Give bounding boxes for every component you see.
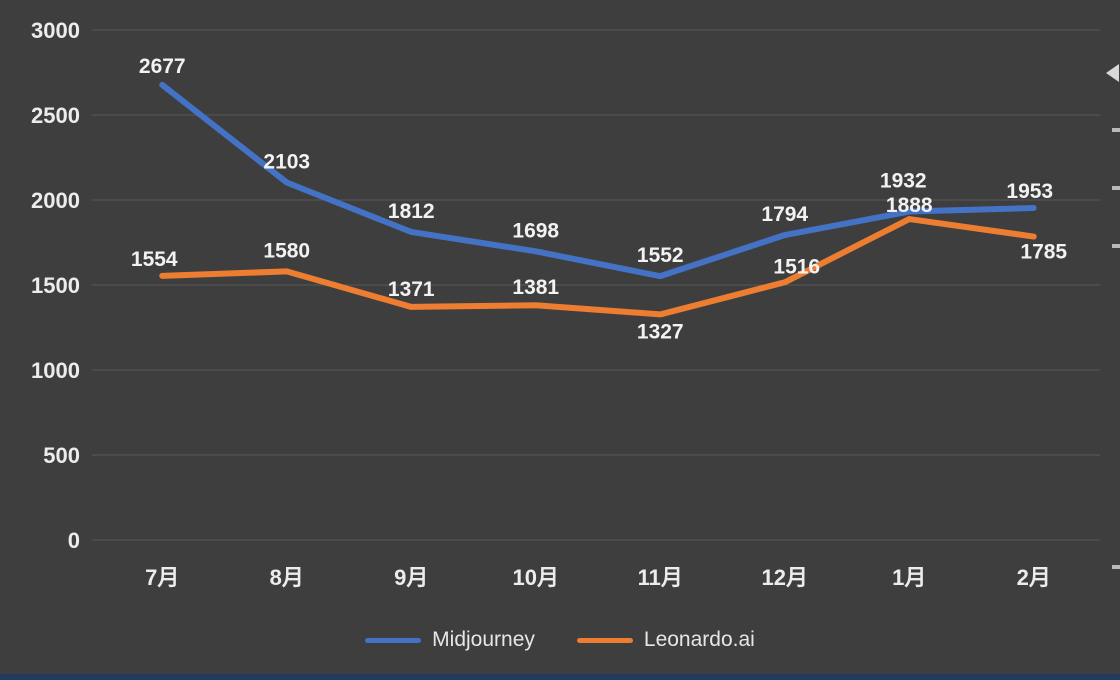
bottom-edge-strip	[0, 674, 1120, 680]
series-line-leonardo-ai	[159, 216, 1037, 318]
x-axis-category-label: 11月	[638, 565, 683, 590]
data-label: 1554	[131, 248, 178, 271]
data-label: 1552	[637, 244, 684, 267]
data-label: 1516	[773, 255, 820, 278]
data-label: 1698	[512, 219, 559, 242]
data-label: 1812	[388, 200, 435, 223]
x-axis-category-label: 8月	[270, 565, 304, 590]
legend-swatch-midjourney	[365, 637, 422, 643]
y-axis-tick-label: 0	[68, 528, 80, 553]
y-axis-tick-label: 2000	[31, 188, 80, 213]
x-axis-category-label: 9月	[394, 565, 428, 590]
x-axis-category-label: 2月	[1017, 565, 1051, 590]
y-axis-tick-label: 2500	[31, 103, 80, 128]
x-axis-category-label: 12月	[762, 565, 808, 590]
data-label: 1381	[512, 276, 559, 299]
data-label: 2103	[263, 150, 310, 173]
legend-swatch-leonardo-ai	[576, 637, 633, 643]
data-label: 1371	[388, 278, 435, 301]
data-label: 1888	[886, 194, 933, 217]
legend-label: Midjourney	[432, 628, 535, 651]
left-arrow-icon	[1106, 64, 1119, 82]
edge-dash	[1112, 244, 1120, 248]
edge-dash	[1112, 565, 1120, 569]
legend-item-midjourney: Midjourney	[365, 628, 535, 652]
x-axis-category-label: 10月	[513, 565, 559, 590]
y-axis-tick-label: 1000	[31, 358, 80, 383]
series-line-midjourney	[159, 81, 1037, 280]
data-label: 2677	[139, 55, 186, 78]
data-label: 1580	[263, 239, 310, 262]
data-label: 1794	[761, 203, 808, 226]
data-label: 1932	[880, 170, 927, 193]
data-label: 1953	[1006, 180, 1053, 203]
legend-item-leonardo-ai: Leonardo.ai	[576, 628, 755, 652]
legend-label: Leonardo.ai	[643, 628, 755, 651]
chart-legend: Midjourney Leonardo.ai	[0, 628, 1120, 652]
edge-dash	[1112, 186, 1120, 190]
data-label: 1327	[637, 320, 684, 343]
y-axis-tick-label: 3000	[31, 18, 80, 43]
y-axis-tick-label: 500	[43, 443, 80, 468]
x-axis-category-label: 1月	[892, 565, 926, 590]
right-edge-artifacts	[1100, 0, 1120, 680]
edge-dash	[1112, 128, 1120, 132]
x-axis-category-label: 7月	[145, 565, 179, 590]
y-axis-tick-label: 1500	[31, 273, 80, 298]
data-label: 1785	[1020, 241, 1067, 264]
